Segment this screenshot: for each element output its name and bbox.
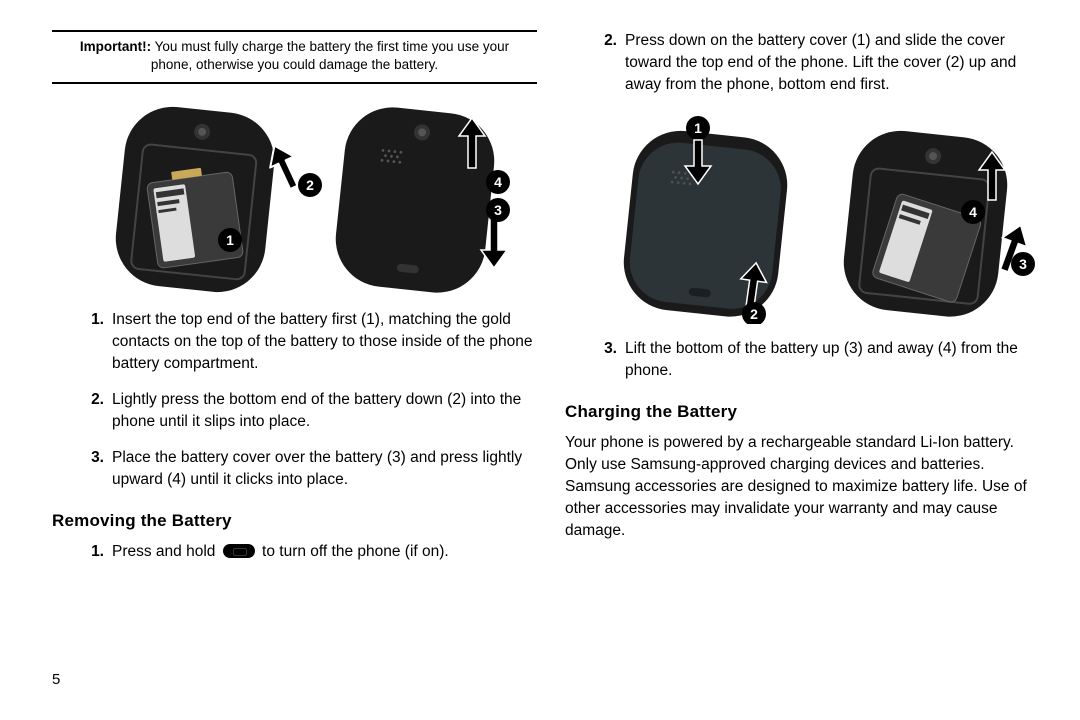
remove-steps-mid-list: 3. Lift the bottom of the battery up (3)… — [565, 338, 1050, 396]
install-battery-figure: 1 2 — [52, 100, 537, 295]
important-note: Important!: You must fully charge the ba… — [52, 30, 537, 84]
install-step: 2. Lightly press the bottom end of the b… — [52, 389, 537, 433]
right-column: 2. Press down on the battery cover (1) a… — [565, 30, 1050, 700]
important-text: You must fully charge the battery the fi… — [151, 39, 509, 72]
svg-text:4: 4 — [969, 204, 977, 220]
svg-text:2: 2 — [750, 306, 758, 322]
svg-text:4: 4 — [494, 174, 502, 190]
step-text-pre: Press and hold — [112, 543, 220, 560]
removing-battery-heading: Removing the Battery — [52, 511, 537, 531]
svg-text:1: 1 — [694, 120, 702, 136]
step-text: Lightly press the bottom end of the batt… — [112, 389, 537, 433]
charging-body-text: Your phone is powered by a rechargeable … — [565, 432, 1050, 542]
remove-battery-figure: 1 2 — [565, 114, 1050, 324]
step-number: 2. — [52, 389, 112, 433]
step-number: 1. — [52, 541, 112, 563]
page-number: 5 — [52, 671, 60, 688]
step-text: Insert the top end of the battery first … — [112, 309, 537, 375]
svg-text:3: 3 — [494, 202, 502, 218]
svg-text:2: 2 — [306, 177, 314, 193]
remove-step: 1. Press and hold to turn off the phone … — [52, 541, 537, 563]
step-number: 3. — [52, 447, 112, 491]
remove-step: 3. Lift the bottom of the battery up (3)… — [565, 338, 1050, 382]
remove-steps-cont-list: 2. Press down on the battery cover (1) a… — [565, 30, 1050, 110]
svg-text:3: 3 — [1019, 256, 1027, 272]
step-text: Press down on the battery cover (1) and … — [625, 30, 1050, 96]
remove-step: 2. Press down on the battery cover (1) a… — [565, 30, 1050, 96]
end-key-icon — [223, 544, 255, 558]
svg-text:1: 1 — [226, 232, 234, 248]
left-column: Important!: You must fully charge the ba… — [52, 30, 537, 700]
install-step: 1. Insert the top end of the battery fir… — [52, 309, 537, 375]
install-steps-list: 1. Insert the top end of the battery fir… — [52, 309, 537, 505]
install-battery-svg: 1 2 — [80, 100, 510, 295]
remove-battery-svg: 1 2 — [578, 114, 1038, 324]
step-number: 2. — [565, 30, 625, 96]
step-number: 3. — [565, 338, 625, 382]
important-label: Important!: — [80, 39, 151, 54]
step-number: 1. — [52, 309, 112, 375]
remove-steps-list: 1. Press and hold to turn off the phone … — [52, 541, 537, 577]
step-text-post: to turn off the phone (if on). — [262, 543, 449, 560]
step-text: Lift the bottom of the battery up (3) an… — [625, 338, 1050, 382]
charging-battery-heading: Charging the Battery — [565, 402, 1050, 422]
install-step: 3. Place the battery cover over the batt… — [52, 447, 537, 491]
step-text: Place the battery cover over the battery… — [112, 447, 537, 491]
step-text: Press and hold to turn off the phone (if… — [112, 541, 537, 563]
